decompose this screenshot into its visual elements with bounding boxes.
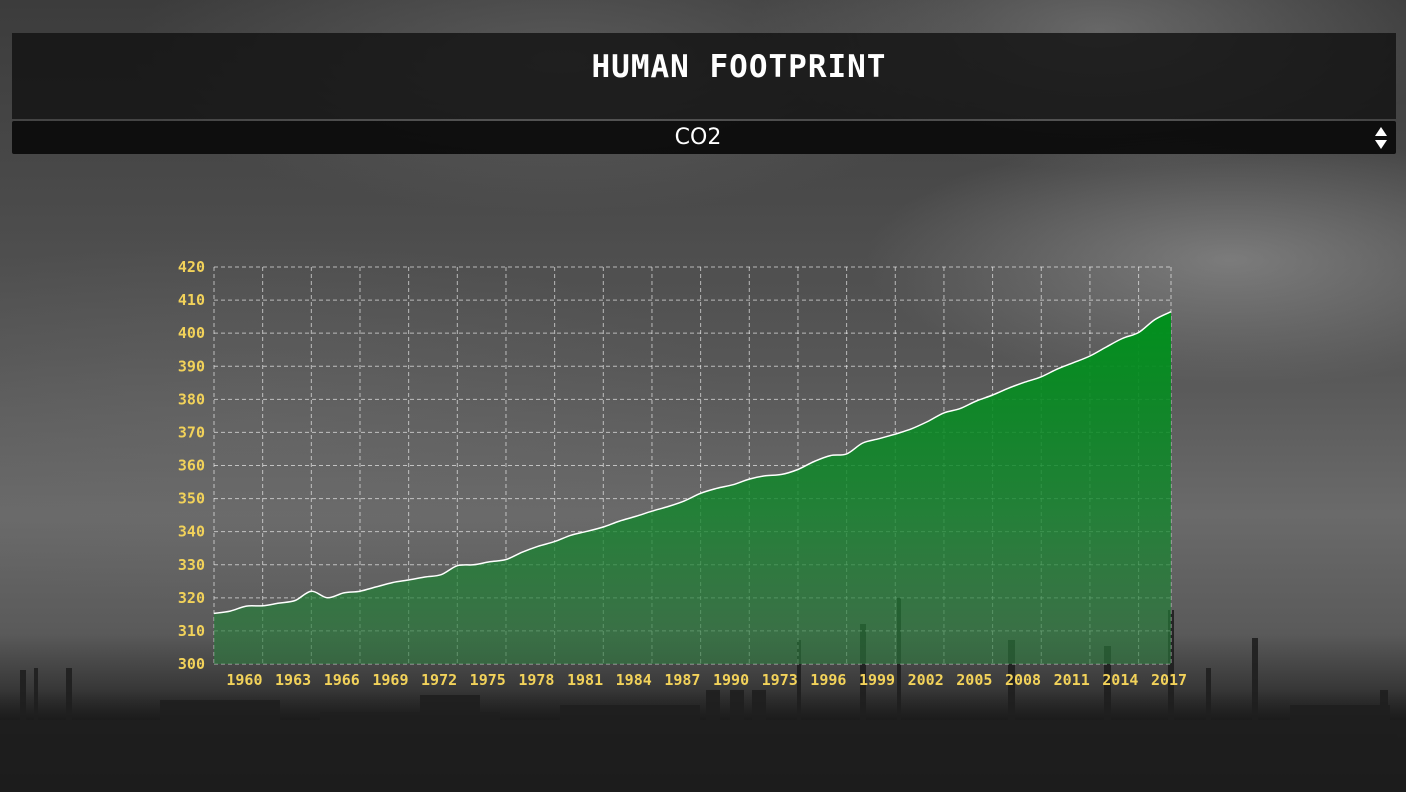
x-tick-label: 1969	[372, 671, 408, 689]
co2-series-line	[213, 311, 1172, 615]
header-bar	[12, 33, 1396, 119]
y-tick-label: 340	[178, 523, 205, 541]
x-tick-label: 1981	[567, 671, 603, 689]
y-tick-label: 410	[178, 291, 205, 309]
x-tick-label: 1960	[226, 671, 262, 689]
x-tick-label: 1978	[518, 671, 554, 689]
chart-area-layer	[213, 311, 1172, 664]
x-tick-label: 2008	[1005, 671, 1041, 689]
metric-select-value: CO2	[674, 125, 722, 150]
page-title: HUMAN FOOTPRINT	[591, 49, 887, 85]
x-tick-label: 2017	[1151, 671, 1187, 689]
y-tick-label: 400	[178, 324, 205, 342]
x-tick-label: 1975	[470, 671, 506, 689]
x-tick-label: 2014	[1102, 671, 1138, 689]
x-tick-label: 2005	[956, 671, 992, 689]
y-tick-label: 390	[178, 357, 205, 375]
x-tick-label: 1999	[859, 671, 895, 689]
y-tick-label: 320	[178, 589, 205, 607]
x-tick-label: 1973	[762, 671, 798, 689]
co2-area-fill	[214, 311, 1171, 664]
y-tick-label: 330	[178, 556, 205, 574]
x-axis: 1960 1963 1966 1969 1972 1975 1978 1981 1984 1987…	[226, 671, 1187, 689]
y-tick-label: 350	[178, 490, 205, 508]
y-tick-label: 360	[178, 457, 205, 475]
x-tick-label: 1963	[275, 671, 311, 689]
x-tick-label: 1972	[421, 671, 457, 689]
metric-select[interactable]: CO2	[12, 121, 1396, 154]
x-tick-label: 2011	[1054, 671, 1090, 689]
x-tick-label: 1996	[810, 671, 846, 689]
y-axis: 300 310 320 330 340 350 360 370 380 390 400 410 420	[178, 258, 205, 673]
x-tick-label: 2002	[908, 671, 944, 689]
x-tick-label: 1990	[713, 671, 749, 689]
x-tick-label: 1966	[324, 671, 360, 689]
x-tick-label: 1984	[616, 671, 652, 689]
y-tick-label: 380	[178, 390, 205, 408]
x-tick-label: 1987	[664, 671, 700, 689]
y-tick-label: 370	[178, 423, 205, 441]
y-tick-label: 310	[178, 622, 205, 640]
y-tick-label: 420	[178, 258, 205, 276]
up-down-chevron-icon	[1375, 127, 1387, 149]
y-tick-label: 300	[178, 655, 205, 673]
